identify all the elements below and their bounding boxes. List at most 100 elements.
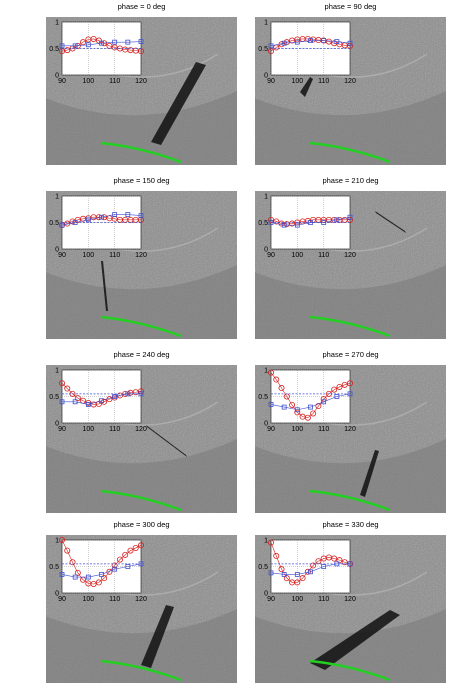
square-marker: [72, 574, 78, 580]
x-tick-label: 100: [82, 596, 94, 603]
circle-marker: [299, 575, 306, 582]
green-edge: [309, 141, 391, 164]
green-edge: [100, 315, 182, 338]
series-line: [62, 41, 142, 47]
x-tick-label: 120: [344, 252, 356, 259]
circle-marker: [116, 556, 123, 563]
green-edge: [309, 315, 391, 338]
circle-marker: [90, 580, 97, 587]
x-tick-label: 100: [82, 78, 94, 85]
square-marker: [308, 404, 313, 410]
series-line: [270, 393, 351, 411]
series-line: [270, 563, 350, 575]
x-tick-label: 110: [318, 596, 329, 603]
x-tick-label: 120: [135, 426, 147, 433]
panel: phase = 150 deg 90 100 110 120 0 0.5 1: [46, 176, 237, 339]
dark-streak: [360, 450, 379, 497]
image-shade: [255, 439, 446, 513]
image-shade: [46, 439, 237, 513]
square-marker: [125, 212, 131, 217]
dark-streak: [310, 610, 400, 670]
series-line: [61, 539, 142, 585]
circle-marker: [310, 562, 317, 569]
y-tick-label: 0: [55, 247, 59, 254]
circle-marker: [137, 542, 144, 549]
circle-marker: [283, 39, 290, 46]
circle-marker: [331, 386, 338, 393]
image-shade: [46, 265, 237, 339]
square-marker: [308, 38, 313, 43]
x-tick-label: 120: [135, 252, 147, 259]
y-tick-label: 1: [264, 194, 268, 201]
circle-marker: [122, 551, 129, 558]
circle-marker: [132, 544, 139, 551]
x-tick-label: 90: [58, 596, 66, 603]
y-tick-label: 0.5: [258, 46, 268, 53]
x-tick-label: 110: [109, 252, 120, 259]
panel: phase = 330 deg 90 100 110 120 0 0.5 1: [255, 520, 446, 683]
circle-marker: [111, 562, 118, 569]
circle-marker: [90, 35, 97, 42]
square-marker: [321, 564, 327, 569]
circle-marker: [95, 579, 102, 586]
green-edge: [100, 659, 182, 682]
x-tick-label: 100: [291, 426, 303, 433]
square-marker: [138, 39, 144, 45]
circle-marker: [341, 381, 348, 388]
circle-marker: [69, 218, 76, 225]
x-tick-label: 120: [135, 596, 147, 603]
square-marker: [281, 404, 287, 410]
x-tick-label: 100: [82, 252, 94, 259]
panel-title: phase = 300 deg: [113, 520, 169, 529]
x-tick-label: 110: [318, 252, 329, 259]
series-line: [62, 393, 141, 405]
square-marker: [112, 394, 118, 399]
panel-title: phase = 90 deg: [325, 2, 377, 11]
dark-streak: [300, 77, 313, 97]
square-marker: [321, 38, 327, 43]
square-marker: [321, 399, 327, 405]
square-marker: [85, 42, 91, 48]
square-marker: [334, 39, 340, 45]
image-shade: [46, 91, 237, 165]
y-tick-label: 0: [55, 591, 59, 598]
x-tick-label: 100: [291, 596, 303, 603]
circle-marker: [304, 414, 311, 421]
x-tick-label: 120: [135, 78, 147, 85]
green-edge: [100, 489, 182, 512]
x-tick-label: 90: [58, 252, 66, 259]
green-edge: [309, 659, 391, 682]
square-marker: [59, 572, 65, 577]
square-marker: [334, 217, 340, 223]
circle-marker: [346, 380, 353, 387]
circle-marker: [85, 399, 92, 406]
y-tick-label: 0.5: [258, 564, 268, 571]
y-tick-label: 0.5: [258, 394, 268, 401]
y-tick-label: 1: [55, 538, 59, 545]
dark-streak: [146, 425, 187, 457]
square-marker: [99, 40, 104, 46]
circle-marker: [59, 380, 66, 387]
x-tick-label: 110: [109, 596, 120, 603]
circle-marker: [59, 537, 66, 544]
y-tick-label: 0.5: [49, 564, 59, 571]
circle-marker: [273, 552, 280, 559]
square-marker: [138, 213, 144, 219]
square-marker: [72, 399, 78, 405]
y-tick-label: 1: [264, 538, 268, 545]
square-marker: [268, 570, 274, 576]
square-marker: [347, 214, 353, 220]
circle-marker: [325, 38, 332, 45]
square-marker: [268, 402, 274, 407]
square-marker: [112, 39, 118, 45]
x-tick-label: 90: [267, 596, 275, 603]
square-marker: [294, 572, 300, 577]
square-marker: [85, 217, 91, 223]
square-marker: [85, 402, 91, 407]
x-tick-label: 90: [267, 426, 275, 433]
square-marker: [99, 214, 104, 220]
image-shade: [255, 265, 446, 339]
y-tick-label: 1: [55, 368, 59, 375]
panel: phase = 90 deg 90 100 110 120 0 0.5 1: [255, 2, 446, 165]
